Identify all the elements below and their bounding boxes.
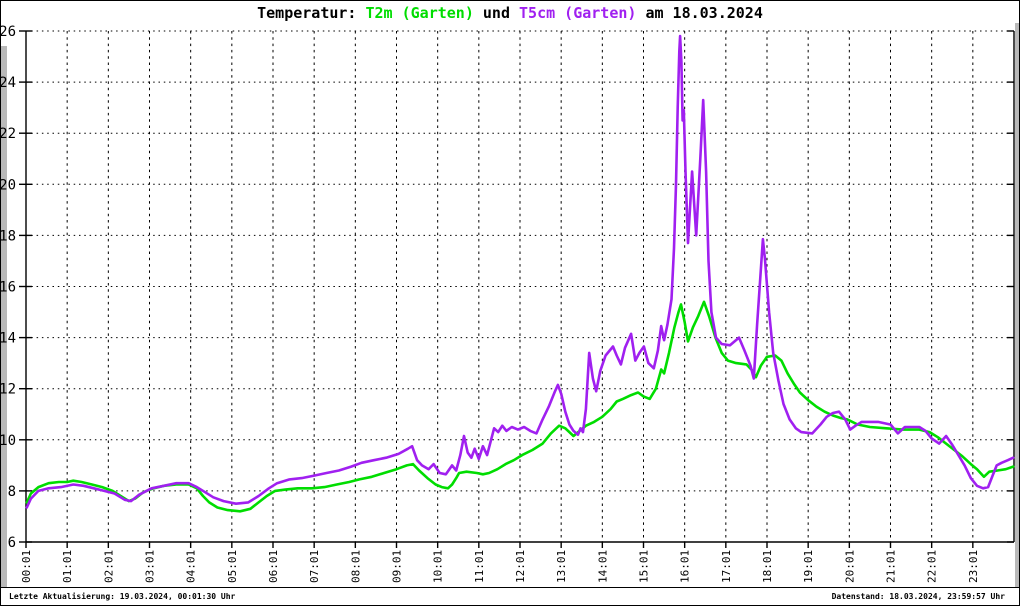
left-edge-strip bbox=[1, 46, 7, 589]
chart-title: Temperatur: T2m (Garten) und T5cm (Garte… bbox=[1, 4, 1019, 22]
y-tick-label: 20 bbox=[1, 177, 16, 193]
x-tick-label: 20:01 bbox=[843, 550, 856, 583]
x-tick-label: 06:01 bbox=[267, 550, 280, 583]
x-tick-label: 09:01 bbox=[391, 550, 404, 583]
status-bar: Letzte Aktualisierung: 19.03.2024, 00:01… bbox=[1, 587, 1019, 605]
x-tick-label: 00:01 bbox=[20, 550, 33, 583]
x-tick-label: 17:01 bbox=[720, 550, 733, 583]
x-tick-label: 10:01 bbox=[432, 550, 445, 583]
x-tick-label: 18:01 bbox=[761, 550, 774, 583]
x-tick-label: 04:01 bbox=[185, 550, 198, 583]
x-tick-label: 15:01 bbox=[638, 550, 651, 583]
y-tick-label: 18 bbox=[1, 228, 16, 244]
x-tick-label: 01:01 bbox=[61, 550, 74, 583]
y-tick-label: 10 bbox=[1, 433, 16, 449]
y-tick-label: 22 bbox=[1, 126, 16, 142]
t5cm-line bbox=[25, 34, 1015, 509]
x-tick-label: 22:01 bbox=[926, 550, 939, 583]
y-tick-label: 8 bbox=[8, 484, 16, 500]
title-series-t2m: T2m (Garten) bbox=[365, 4, 474, 22]
title-date: am 18.03.2024 bbox=[636, 4, 763, 22]
temperature-chart: 26 24 22 20 18 16 14 12 10 8 6 00:01 01:01 02:01 03:01… bbox=[1, 24, 1015, 583]
title-series-t5cm: T5cm (Garten) bbox=[519, 4, 637, 22]
y-tick-label: 26 bbox=[1, 24, 16, 40]
x-tick-label: 11:01 bbox=[473, 550, 486, 583]
x-tick-label: 19:01 bbox=[802, 550, 815, 583]
x-tick-label: 23:01 bbox=[967, 550, 980, 583]
x-tick-label: 16:01 bbox=[679, 550, 692, 583]
y-tick-label: 14 bbox=[1, 331, 16, 347]
x-tick-label: 12:01 bbox=[514, 550, 527, 583]
title-prefix: Temperatur: bbox=[257, 4, 366, 22]
right-edge-strip bbox=[1015, 23, 1019, 589]
x-tick-label: 07:01 bbox=[308, 550, 321, 583]
y-tick-label: 24 bbox=[1, 75, 16, 91]
x-tick-label: 02:01 bbox=[102, 550, 115, 583]
x-tick-label: 03:01 bbox=[144, 550, 157, 583]
t2m-line bbox=[25, 300, 1015, 513]
x-tick-label: 14:01 bbox=[596, 550, 609, 583]
y-tick-label: 12 bbox=[1, 382, 16, 398]
y-tick-label: 6 bbox=[8, 535, 16, 551]
x-tick-label: 21:01 bbox=[885, 550, 898, 583]
data-state-text: Datenstand: 18.03.2024, 23:59:57 Uhr bbox=[831, 592, 1005, 601]
y-tick-label: 16 bbox=[1, 280, 16, 296]
x-tick-label: 13:01 bbox=[555, 550, 568, 583]
x-tick-label: 05:01 bbox=[226, 550, 239, 583]
x-tick-label: 08:01 bbox=[349, 550, 362, 583]
title-und: und bbox=[473, 4, 520, 22]
last-update-text: Letzte Aktualisierung: 19.03.2024, 00:01… bbox=[9, 592, 236, 601]
